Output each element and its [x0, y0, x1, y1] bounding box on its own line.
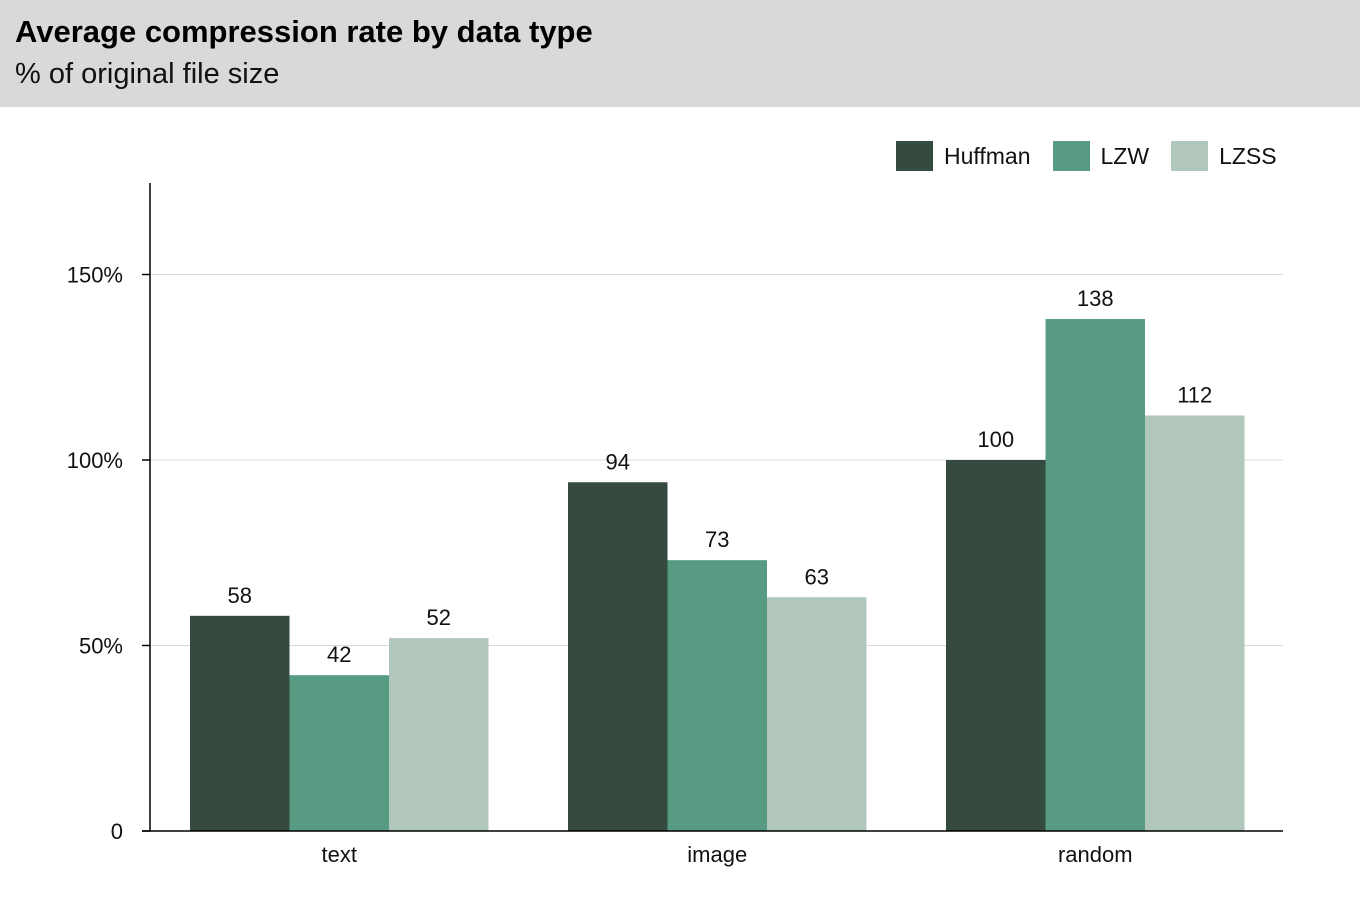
bar-huffman-random [946, 460, 1046, 831]
value-label: 73 [705, 527, 729, 552]
chart-title: Average compression rate by data type [15, 14, 593, 49]
value-label: 52 [427, 605, 451, 630]
legend-swatch-huffman [896, 141, 933, 171]
legend-label-lzss: LZSS [1219, 142, 1277, 169]
value-label: 100 [977, 427, 1014, 452]
chart-subtitle: % of original file size [15, 58, 280, 90]
x-category-label: text [322, 842, 357, 867]
legend-swatch-lzw [1052, 141, 1090, 171]
y-tick-label: 100% [67, 448, 123, 473]
value-label: 138 [1077, 286, 1114, 311]
legend-swatch-lzss [1171, 141, 1209, 171]
legend-item-lzss: LZSS [1171, 141, 1277, 171]
bar-huffman-image [568, 482, 668, 831]
chart-legend: Huffman LZW LZSS [896, 140, 1277, 172]
y-tick-label: 0 [111, 819, 123, 844]
y-tick-label: 150% [67, 263, 123, 288]
value-label: 42 [327, 642, 351, 667]
value-label: 112 [1177, 382, 1212, 407]
bar-lzss-image [767, 597, 867, 831]
value-label: 94 [606, 449, 630, 474]
bar-lzw-image [667, 560, 767, 831]
y-tick-label: 50% [79, 634, 123, 659]
value-label: 63 [805, 564, 829, 589]
legend-label-huffman: Huffman [944, 142, 1031, 169]
legend-item-huffman: Huffman [896, 141, 1031, 171]
bar-lzss-random [1145, 415, 1245, 831]
bar-lzw-random [1045, 319, 1145, 831]
x-category-label: image [687, 842, 747, 867]
bar-huffman-text [190, 615, 290, 831]
bar-lzw-text [289, 675, 389, 831]
bar-lzss-text [389, 638, 489, 831]
chart-header: Average compression rate by data type % … [0, 0, 1360, 107]
value-label: 58 [228, 583, 252, 608]
legend-label-lzw: LZW [1100, 142, 1150, 169]
legend-item-lzw: LZW [1052, 141, 1150, 171]
x-category-label: random [1058, 842, 1133, 867]
